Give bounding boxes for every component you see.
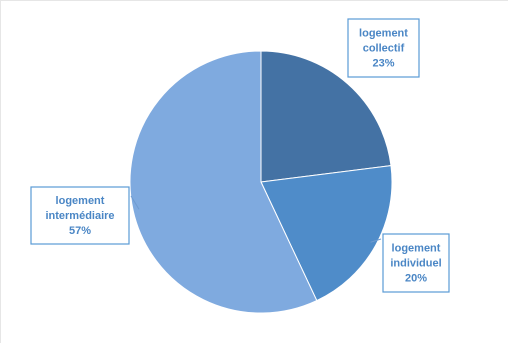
data-label-category: collectif <box>363 43 405 55</box>
pie-slice-logement-individuel <box>260 165 393 302</box>
pie-slice-logement-intermédiaire <box>129 50 318 314</box>
data-label-category: intermédiaire <box>45 210 114 222</box>
data-label: logement intermédiaire 57% <box>30 186 130 245</box>
leader-line <box>370 238 382 243</box>
data-label-category: logement <box>359 28 408 40</box>
data-label: logement collectif 23% <box>347 18 420 78</box>
data-label-category: logement <box>56 195 105 207</box>
data-label-percent: 57% <box>69 225 91 237</box>
data-label: logement individuel 20% <box>382 233 450 293</box>
data-label-category: logement <box>392 243 441 255</box>
labels-layer: logement collectif 23% logement individuel 20… <box>30 18 450 293</box>
data-label-percent: 20% <box>405 273 427 285</box>
data-label-box <box>30 186 130 245</box>
slices-layer <box>129 50 393 314</box>
leaders-layer <box>130 195 382 243</box>
leader-line <box>130 195 140 210</box>
data-label-box <box>382 233 450 293</box>
data-label-category: individuel <box>390 258 441 270</box>
data-label-percent: 23% <box>372 58 394 70</box>
pie-slice-logement-collectif <box>260 50 392 183</box>
data-label-box <box>347 18 420 78</box>
